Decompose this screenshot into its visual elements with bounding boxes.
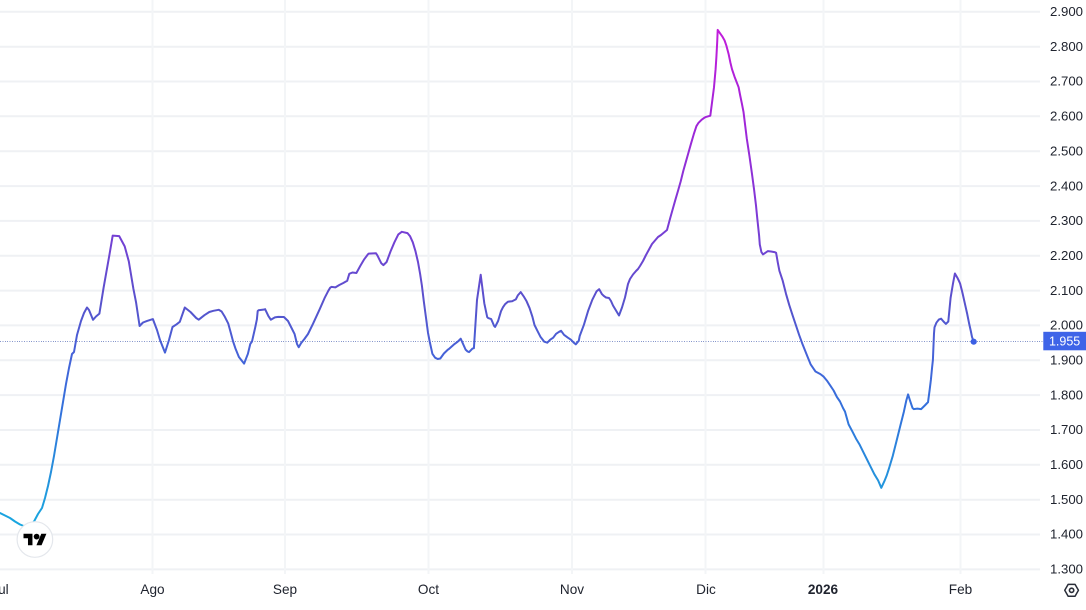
- svg-text:2.000: 2.000: [1050, 318, 1083, 333]
- svg-text:2.100: 2.100: [1050, 283, 1083, 298]
- svg-text:1.400: 1.400: [1050, 527, 1083, 542]
- svg-text:1.800: 1.800: [1050, 387, 1083, 402]
- svg-text:2.400: 2.400: [1050, 178, 1083, 193]
- svg-text:Feb: Feb: [949, 582, 972, 597]
- svg-text:1.300: 1.300: [1050, 562, 1083, 577]
- svg-text:Ago: Ago: [140, 582, 164, 597]
- svg-text:2.300: 2.300: [1050, 213, 1083, 228]
- svg-text:1.600: 1.600: [1050, 457, 1083, 472]
- svg-text:2.500: 2.500: [1050, 143, 1083, 158]
- svg-text:Nov: Nov: [560, 582, 584, 597]
- svg-text:1.700: 1.700: [1050, 422, 1083, 437]
- svg-text:2.600: 2.600: [1050, 109, 1083, 124]
- svg-text:2.900: 2.900: [1050, 4, 1083, 19]
- svg-text:Jul: Jul: [0, 582, 9, 597]
- svg-text:1.500: 1.500: [1050, 492, 1083, 507]
- svg-text:1.955: 1.955: [1049, 335, 1080, 349]
- svg-text:2.800: 2.800: [1050, 39, 1083, 54]
- svg-text:2026: 2026: [808, 582, 839, 597]
- svg-text:1.900: 1.900: [1050, 353, 1083, 368]
- svg-text:Dic: Dic: [696, 582, 716, 597]
- svg-text:Oct: Oct: [418, 582, 439, 597]
- svg-text:2.700: 2.700: [1050, 74, 1083, 89]
- svg-text:Sep: Sep: [273, 582, 297, 597]
- svg-text:2.200: 2.200: [1050, 248, 1083, 263]
